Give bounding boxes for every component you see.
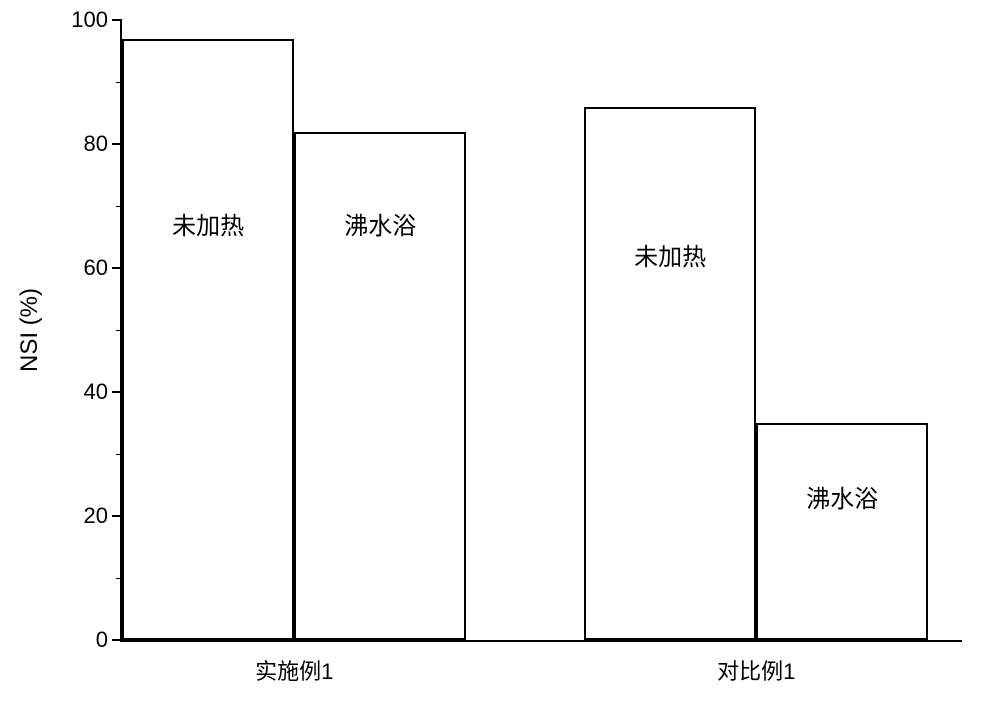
bar-label: 沸水浴 xyxy=(344,206,416,241)
y-tick-label: 20 xyxy=(84,503,108,529)
y-tick-label: 80 xyxy=(84,131,108,157)
bar-label: 沸水浴 xyxy=(806,479,878,514)
plot-area: 020406080100未加热沸水浴未加热沸水浴实施例1对比例1 xyxy=(120,20,962,642)
bar xyxy=(122,39,294,640)
y-axis-label: NSI (%) xyxy=(16,288,44,372)
x-group-label: 对比例1 xyxy=(717,654,795,686)
y-major-tick xyxy=(112,391,122,393)
y-major-tick xyxy=(112,267,122,269)
y-tick-label: 0 xyxy=(96,627,108,653)
y-major-tick xyxy=(112,515,122,517)
y-major-tick xyxy=(112,639,122,641)
bar xyxy=(584,107,756,640)
y-tick-label: 100 xyxy=(71,7,108,33)
x-group-label: 实施例1 xyxy=(255,654,333,686)
bar-label: 未加热 xyxy=(172,206,244,241)
bar xyxy=(756,423,928,640)
bar-label: 未加热 xyxy=(634,237,706,272)
y-tick-label: 40 xyxy=(84,379,108,405)
chart-container: 020406080100未加热沸水浴未加热沸水浴实施例1对比例1 NSI (%) xyxy=(0,0,1000,707)
y-major-tick xyxy=(112,19,122,21)
y-tick-label: 60 xyxy=(84,255,108,281)
y-major-tick xyxy=(112,143,122,145)
